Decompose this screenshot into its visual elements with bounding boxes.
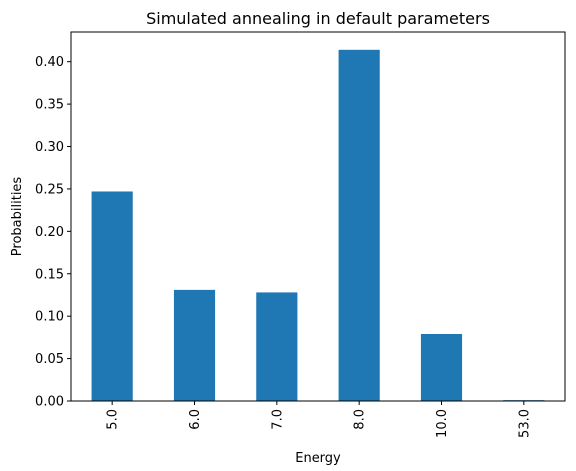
x-tick-label: 5.0 bbox=[106, 409, 121, 430]
x-axis-label: Energy bbox=[295, 451, 341, 466]
bar-10.0 bbox=[420, 333, 463, 401]
y-tick-label: 0.35 bbox=[35, 98, 64, 113]
x-tick-label: 7.0 bbox=[270, 409, 285, 430]
x-tick-label: 10.0 bbox=[435, 409, 450, 438]
y-tick-label: 0.00 bbox=[35, 395, 64, 410]
y-tick-label: 0.05 bbox=[35, 352, 64, 367]
bar-5.0 bbox=[91, 191, 133, 401]
y-axis: 0.00 0.05 0.10 0.15 0.20 0.25 0.30 0.35 0.40 bbox=[35, 55, 71, 410]
bar-6.0 bbox=[173, 289, 216, 401]
x-tick-label: 6.0 bbox=[188, 409, 203, 430]
plot-frame bbox=[70, 31, 566, 402]
y-tick-label: 0.20 bbox=[35, 225, 64, 240]
bars-group bbox=[91, 49, 545, 402]
x-axis: 5.0 6.0 7.0 8.0 10.0 53.0 bbox=[106, 401, 532, 438]
x-tick-label: 53.0 bbox=[517, 409, 532, 438]
x-tick-label: 8.0 bbox=[353, 409, 368, 430]
y-tick-label: 0.15 bbox=[35, 267, 64, 282]
y-tick-label: 0.30 bbox=[35, 140, 64, 155]
y-tick-label: 0.25 bbox=[35, 182, 64, 197]
bar-8.0 bbox=[338, 49, 380, 402]
y-tick-label: 0.10 bbox=[35, 310, 64, 325]
bar-7.0 bbox=[256, 292, 298, 401]
y-tick-label: 0.40 bbox=[35, 55, 64, 70]
chart-title: Simulated annealing in default parameter… bbox=[146, 9, 490, 28]
y-axis-label: Probabilities bbox=[10, 177, 25, 257]
